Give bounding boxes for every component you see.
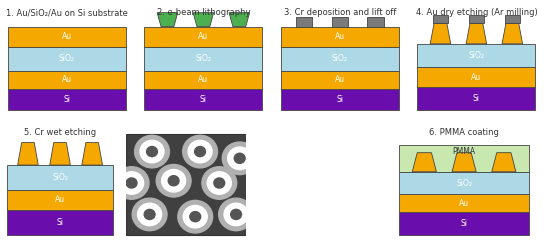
Circle shape (183, 205, 207, 228)
Bar (399, 145, 530, 172)
Text: Au: Au (55, 195, 65, 204)
Circle shape (144, 209, 155, 220)
Text: Si: Si (461, 219, 467, 228)
Bar (399, 172, 530, 194)
Polygon shape (157, 13, 178, 27)
Polygon shape (492, 153, 516, 172)
Polygon shape (229, 13, 250, 27)
Text: SiO₂: SiO₂ (59, 54, 75, 63)
Text: Au: Au (62, 32, 72, 41)
Circle shape (126, 178, 137, 188)
Bar (331, 17, 348, 27)
Circle shape (168, 176, 179, 186)
Bar (295, 17, 312, 27)
Bar (7, 210, 113, 235)
Bar (7, 190, 113, 210)
Text: 6. PMMA coating: 6. PMMA coating (429, 128, 499, 137)
Circle shape (188, 140, 212, 163)
Circle shape (207, 172, 232, 194)
Polygon shape (502, 23, 523, 44)
Circle shape (214, 178, 225, 188)
Circle shape (114, 167, 149, 199)
Bar (8, 89, 126, 110)
Circle shape (218, 198, 253, 231)
Bar (144, 27, 263, 47)
Text: Si: Si (57, 218, 63, 227)
Bar (281, 27, 399, 47)
Text: 1. Au/SiO₂/Au on Si substrate: 1. Au/SiO₂/Au on Si substrate (6, 8, 128, 17)
Bar (399, 194, 530, 212)
Circle shape (202, 167, 237, 199)
Circle shape (230, 209, 241, 220)
Text: Au: Au (471, 73, 482, 81)
Bar (8, 27, 126, 47)
Circle shape (156, 164, 191, 197)
Text: Si: Si (473, 94, 480, 103)
Bar (144, 89, 263, 110)
Bar (281, 71, 399, 89)
Circle shape (120, 172, 144, 194)
Polygon shape (193, 13, 213, 27)
Text: Au: Au (459, 199, 469, 208)
Polygon shape (412, 153, 436, 172)
Bar (417, 44, 536, 67)
Text: SiO₂: SiO₂ (195, 54, 211, 63)
Text: Au: Au (198, 32, 209, 41)
Text: SiO₂: SiO₂ (468, 51, 484, 60)
Bar (8, 47, 126, 71)
Bar (505, 15, 520, 23)
Circle shape (194, 146, 205, 157)
Circle shape (134, 135, 169, 168)
Circle shape (234, 153, 245, 163)
Bar (144, 47, 263, 71)
Bar (281, 47, 399, 71)
Circle shape (138, 203, 162, 226)
Circle shape (140, 140, 164, 163)
Polygon shape (466, 23, 486, 44)
Circle shape (182, 135, 217, 168)
Bar (144, 71, 263, 89)
Bar (417, 87, 536, 110)
Text: Si: Si (63, 95, 70, 104)
Text: 5. Cr wet etching: 5. Cr wet etching (24, 128, 96, 137)
Text: SiO₂: SiO₂ (332, 54, 348, 63)
Text: 2. e-beam lithography: 2. e-beam lithography (157, 8, 250, 17)
Circle shape (132, 198, 167, 231)
Text: Si: Si (336, 95, 343, 104)
Bar (281, 89, 399, 110)
Polygon shape (82, 142, 103, 165)
Circle shape (222, 142, 257, 175)
Circle shape (146, 146, 157, 157)
Text: 4. Au dry etching (Ar milling): 4. Au dry etching (Ar milling) (416, 8, 537, 17)
Text: PMMA: PMMA (453, 147, 476, 156)
Text: SiO₂: SiO₂ (52, 173, 68, 182)
Circle shape (162, 170, 186, 192)
Circle shape (224, 203, 248, 226)
Bar (399, 212, 530, 235)
Circle shape (190, 212, 200, 222)
Text: SiO₂: SiO₂ (456, 179, 472, 187)
Bar (367, 17, 384, 27)
Bar (469, 15, 484, 23)
Bar (417, 67, 536, 87)
Polygon shape (430, 23, 451, 44)
Text: Au: Au (62, 75, 72, 84)
Polygon shape (452, 153, 476, 172)
Text: Au: Au (335, 32, 345, 41)
Text: Si: Si (200, 95, 207, 104)
Text: Au: Au (198, 75, 209, 84)
Polygon shape (50, 142, 70, 165)
Text: 3. Cr deposition and lift off: 3. Cr deposition and lift off (284, 8, 396, 17)
Polygon shape (17, 142, 38, 165)
Bar (8, 71, 126, 89)
Circle shape (228, 147, 252, 170)
Text: Au: Au (335, 75, 345, 84)
Bar (433, 15, 448, 23)
Circle shape (178, 200, 212, 233)
Bar (7, 165, 113, 190)
